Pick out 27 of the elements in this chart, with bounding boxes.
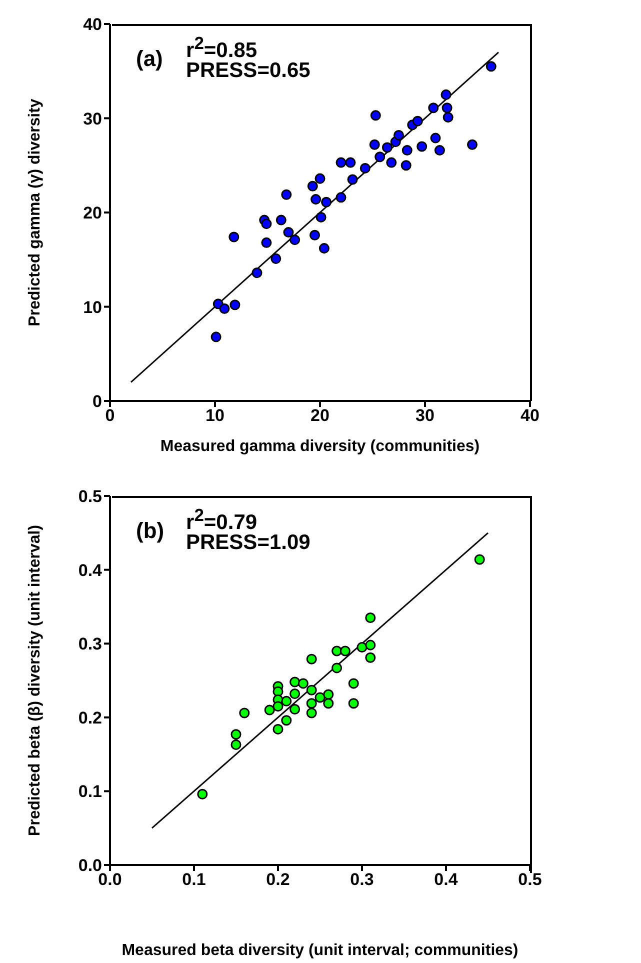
x-tick-label: 30 — [416, 406, 434, 426]
y-tick-label: 30 — [83, 109, 102, 128]
annotation: (a) — [136, 46, 163, 72]
x-tick-label: 0.1 — [182, 870, 206, 890]
x-tick-label: 0.3 — [350, 870, 374, 890]
x-tick-label: 40 — [520, 406, 540, 426]
x-tick-label: 0.4 — [434, 870, 458, 890]
y-tick-label: 0.3 — [78, 634, 102, 654]
y-tick-label: 0.4 — [78, 560, 103, 580]
x-tick-label: 10 — [206, 406, 224, 426]
x-tick-label: 0 — [105, 406, 115, 426]
x-axis-title: Measured gamma diversity (communities) — [160, 438, 480, 455]
x-tick-label: 20 — [310, 406, 330, 426]
x-tick-label: 0.0 — [98, 870, 122, 890]
y-tick-label: 0.5 — [78, 487, 102, 506]
y-tick-label: 10 — [83, 298, 102, 317]
y-axis-title: Predicted gamma (γ) diversity — [26, 98, 44, 326]
y-tick-label: 0 — [92, 392, 102, 412]
y-axis-title: Predicted beta (β) diversity (unit interval) — [26, 524, 44, 836]
x-tick-label: 0.2 — [266, 870, 290, 890]
y-tick-label: 0.1 — [78, 782, 102, 802]
y-tick-label: 20 — [83, 204, 102, 223]
y-tick-label: 40 — [83, 15, 102, 34]
annotation: (b) — [136, 518, 164, 544]
x-axis-title: Measured beta diversity (unit interval; communities) — [122, 942, 518, 959]
x-tick-label: 0.5 — [518, 870, 542, 890]
y-tick-label: 0.2 — [78, 708, 102, 728]
